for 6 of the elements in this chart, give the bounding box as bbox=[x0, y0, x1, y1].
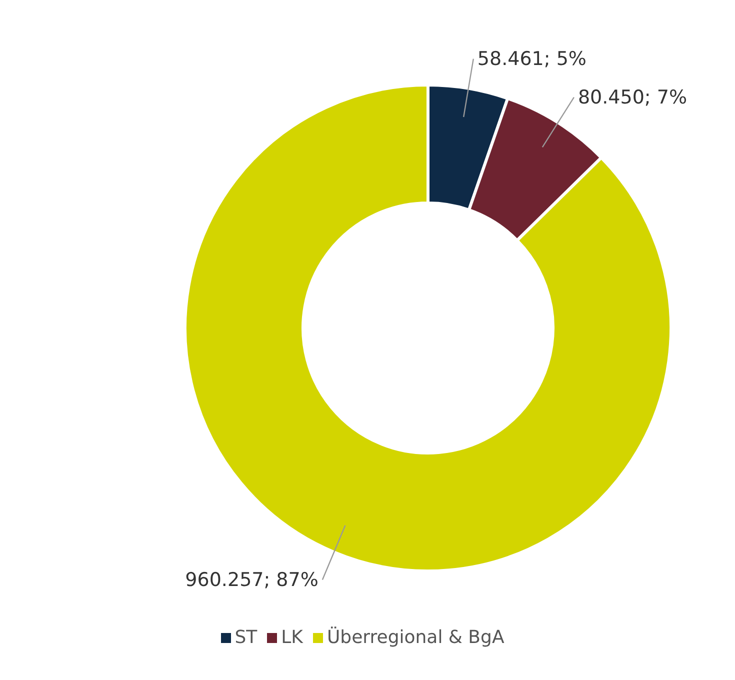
legend-label: ST bbox=[234, 627, 258, 648]
legend-label: Überregional & BgA bbox=[326, 627, 504, 648]
data-label: 960.257; 87% bbox=[185, 568, 318, 591]
legend-label: LK bbox=[281, 627, 303, 648]
data-label: 58.461; 5% bbox=[477, 48, 586, 70]
data-label: 80.450; 7% bbox=[578, 86, 688, 108]
